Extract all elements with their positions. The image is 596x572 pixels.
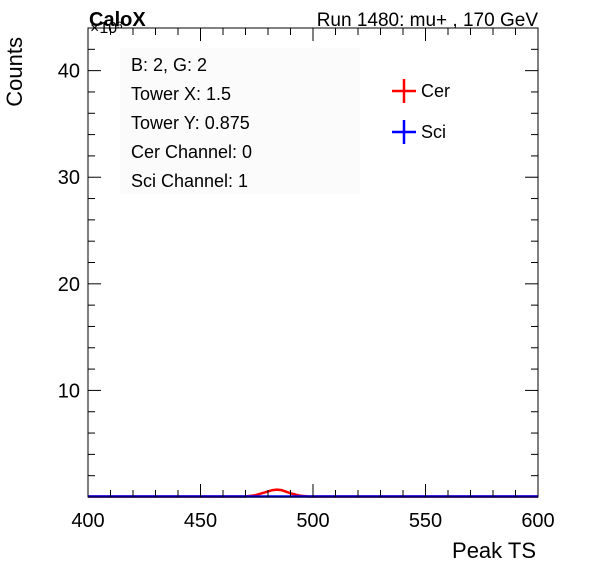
chart-title-right: Run 1480: mu+ , 170 GeV: [317, 10, 539, 31]
info-box: [120, 48, 360, 194]
legend-label: Cer: [421, 81, 450, 101]
info-line: Sci Channel: 1: [131, 171, 248, 191]
info-line: Cer Channel: 0: [131, 142, 252, 162]
x-axis-label: Peak TS: [452, 538, 536, 563]
y-tick-label: 30: [58, 167, 80, 189]
y-tick-label: 40: [58, 61, 80, 83]
y-multiplier: ×10³: [90, 20, 123, 37]
x-tick-label: 550: [409, 510, 442, 532]
x-tick-label: 400: [71, 510, 104, 532]
chart-title-left: CaloX: [89, 9, 146, 31]
y-tick-label: 10: [58, 380, 80, 402]
legend-entry-sci: Sci: [392, 120, 446, 144]
info-line: Tower X: 1.5: [131, 84, 231, 104]
legend-label: Sci: [421, 122, 446, 142]
x-tick-label: 600: [521, 510, 554, 532]
legend-entry-cer: Cer: [392, 79, 450, 103]
info-line: Tower Y: 0.875: [131, 113, 250, 133]
info-line: B: 2, G: 2: [131, 55, 207, 75]
y-tick-label: 20: [58, 274, 80, 296]
x-tick-label: 450: [184, 510, 217, 532]
y-axis-label: Counts: [2, 37, 27, 107]
x-tick-label: 500: [296, 510, 329, 532]
